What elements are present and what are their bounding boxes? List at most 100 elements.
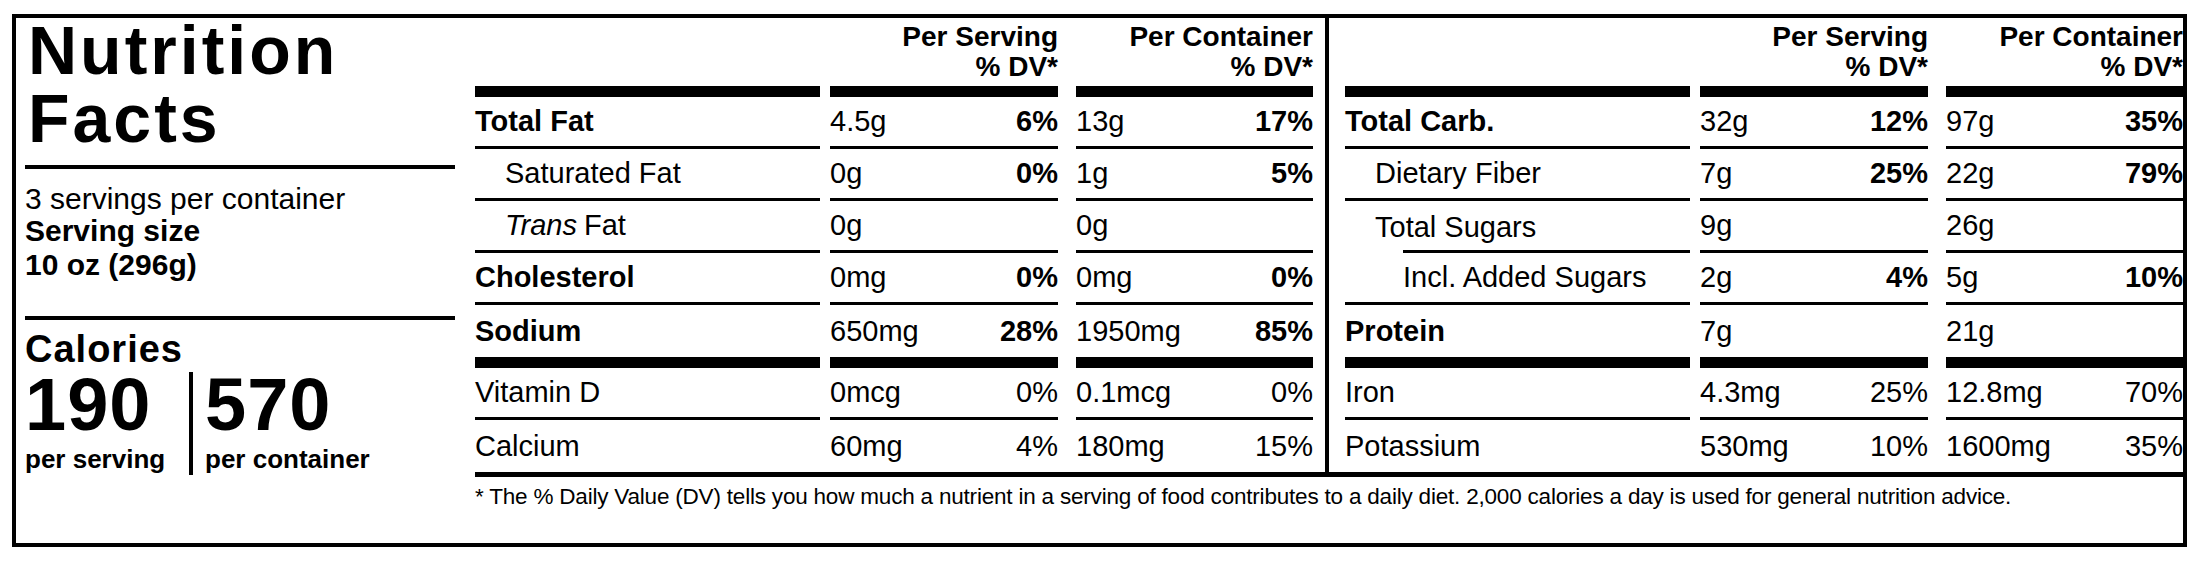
nutrient-row-potassium: Potassium 530mg10% 1600mg35% — [1345, 420, 2183, 472]
per-serving-cell: 0mcg0% — [830, 368, 1058, 420]
per-serving-cell: 530mg 10% — [1700, 420, 1928, 472]
dv-header-label: % DV* — [1076, 52, 1313, 82]
nutrient-name: Dietary Fiber — [1345, 149, 1690, 201]
serving-amount: 650mg — [830, 315, 919, 348]
serving-amount: 2g — [1700, 261, 1732, 294]
container-amount: 13g — [1076, 105, 1124, 138]
container-amount: 1g — [1076, 157, 1108, 190]
per-container-cell: 180mg15% — [1076, 420, 1313, 472]
calories-per-container-value: 570 — [205, 372, 370, 438]
serving-dv: 10% — [1870, 430, 1928, 463]
per-container-cell: 21g — [1946, 305, 2183, 357]
serving-amount: 60mg — [830, 430, 903, 463]
nutrient-name: Protein — [1345, 305, 1690, 357]
container-amount: 12.8mg — [1946, 376, 2043, 409]
horizontal-rule — [25, 165, 455, 169]
column-header-row: Per Serving % DV* Per Container % DV* — [475, 22, 1313, 86]
serving-dv: 4% — [1016, 430, 1058, 463]
serving-amount: 32g — [1700, 105, 1748, 138]
container-amount: 21g — [1946, 315, 1994, 348]
per-serving-cell: 7g 25% — [1700, 149, 1928, 201]
per-container-cell: 1950mg85% — [1076, 305, 1313, 357]
dv-header-label: % DV* — [830, 52, 1058, 82]
per-container-cell: 22g79% — [1946, 149, 2183, 201]
nutrient-row-calcium: Calcium 60mg4% 180mg15% — [475, 420, 1313, 472]
per-serving-cell: 4.5g 6% — [830, 97, 1058, 149]
container-dv: 10% — [2125, 261, 2183, 294]
per-container-cell: 0.1mcg0% — [1076, 368, 1313, 420]
container-amount: 97g — [1946, 105, 1994, 138]
container-amount: 0g — [1076, 209, 1108, 242]
container-dv: 79% — [2125, 157, 2183, 190]
container-dv: 85% — [1255, 315, 1313, 348]
per-container-cell: 97g35% — [1946, 97, 2183, 149]
per-container-header-label: Per Container — [1946, 22, 2183, 52]
per-container-cell: 0g — [1076, 201, 1313, 253]
per-serving-cell: 9g — [1700, 201, 1928, 253]
serving-dv: 4% — [1886, 261, 1928, 294]
per-container-header: Per Container % DV* — [1946, 22, 2183, 86]
nutrient-name: Incl. Added Sugars — [1345, 253, 1690, 305]
serving-amount: 0mcg — [830, 376, 901, 409]
per-serving-cell: 650mg 28% — [830, 305, 1058, 357]
serving-amount: 7g — [1700, 157, 1732, 190]
nutrient-name: Cholesterol — [475, 253, 820, 305]
per-serving-cell: 0mg0% — [830, 253, 1058, 305]
thick-divider-bar — [1345, 86, 2183, 97]
serving-dv: 12% — [1870, 105, 1928, 138]
calories-per-serving-block: 190 per serving — [25, 372, 185, 475]
dv-header-label: % DV* — [1946, 52, 2183, 82]
container-dv: 15% — [1255, 430, 1313, 463]
serving-dv: 25% — [1870, 157, 1928, 190]
nutrient-row-iron: Iron 4.3mg25% 12.8mg70% — [1345, 368, 2183, 420]
container-dv: 17% — [1255, 105, 1313, 138]
nutrient-name: Saturated Fat — [475, 149, 820, 201]
per-serving-cell: 32g 12% — [1700, 97, 1928, 149]
per-container-cell: 0mg0% — [1076, 253, 1313, 305]
thick-divider-bar — [1345, 357, 2183, 368]
label-title-line2: Facts — [28, 84, 221, 152]
calories-per-container-caption: per container — [205, 444, 370, 475]
nutrient-row-total-fat: Total Fat 4.5g6% 13g17% — [475, 97, 1313, 149]
thick-divider-bar — [475, 357, 1313, 368]
nutrients-table-right: Per Serving % DV* Per Container % DV* To… — [1345, 22, 2183, 472]
column-header-row: Per Serving % DV* Per Container % DV* — [1345, 22, 2183, 86]
footnote-rule — [475, 472, 2183, 477]
servings-per-container: 3 servings per container — [25, 182, 345, 216]
calories-per-container-block: 570 per container — [205, 372, 370, 475]
nutrient-name: Potassium — [1345, 420, 1690, 472]
nutrient-row-protein: Protein 7g 21g — [1345, 305, 2183, 357]
serving-amount: 0g — [830, 157, 862, 190]
serving-dv: 6% — [1016, 105, 1058, 138]
horizontal-rule — [25, 316, 455, 320]
nutrient-row-sodium: Sodium 650mg28% 1950mg85% — [475, 305, 1313, 357]
nutrient-name: Vitamin D — [475, 368, 820, 420]
serving-amount: 7g — [1700, 315, 1732, 348]
nutrient-row-total-sugars: Total Sugars 9g 26g — [1345, 201, 2183, 253]
vertical-divider — [189, 372, 193, 475]
per-container-cell: 26g — [1946, 201, 2183, 253]
calories-row: 190 per serving 570 per container — [25, 372, 370, 475]
per-container-header: Per Container % DV* — [1076, 22, 1313, 86]
nutrient-row-cholesterol: Cholesterol 0mg0% 0mg0% — [475, 253, 1313, 305]
summary-panel: Nutrition Facts 3 servings per container… — [28, 0, 456, 561]
serving-amount: 530mg — [1700, 430, 1789, 463]
serving-amount: 4.5g — [830, 105, 886, 138]
per-container-cell: 12.8mg70% — [1946, 368, 2183, 420]
dv-footnote: * The % Daily Value (DV) tells you how m… — [475, 484, 2187, 510]
nutrient-row-dietary-fiber: Dietary Fiber 7g 25% 22g79% — [1345, 149, 2183, 201]
container-dv: 35% — [2125, 430, 2183, 463]
container-amount: 0mg — [1076, 261, 1132, 294]
container-amount: 26g — [1946, 209, 1994, 242]
serving-dv: 0% — [1016, 261, 1058, 294]
label-title-line1: Nutrition — [28, 16, 338, 84]
nutrients-table-left: Per Serving % DV* Per Container % DV* To… — [475, 22, 1313, 472]
per-serving-header: Per Serving % DV* — [830, 22, 1058, 86]
nutrient-name: Iron — [1345, 368, 1690, 420]
nutrient-name: TransFat — [475, 201, 820, 253]
serving-dv: 28% — [1000, 315, 1058, 348]
per-serving-cell: 60mg 4% — [830, 420, 1058, 472]
section-vertical-divider — [1325, 18, 1329, 477]
per-serving-cell: 0g — [830, 201, 1058, 253]
serving-size-label: Serving size — [25, 214, 200, 248]
